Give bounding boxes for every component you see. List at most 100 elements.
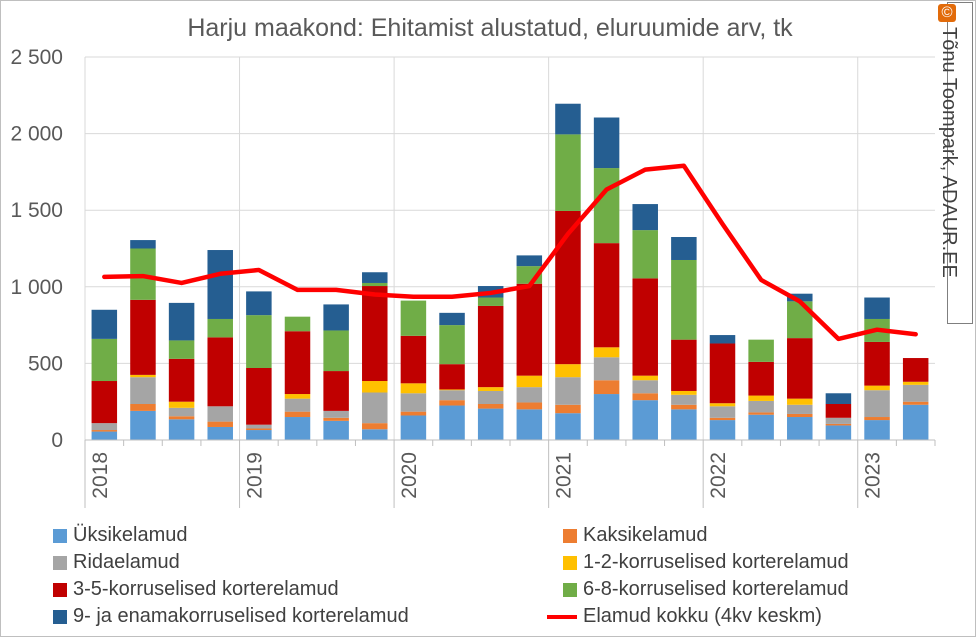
y-tick-label: 500 (28, 352, 63, 375)
bar-segment (671, 390, 697, 395)
legend-label: 1-2-korruselised korterelamud (583, 551, 849, 573)
bar-segment (168, 407, 195, 417)
bar-segment (671, 409, 697, 440)
bar-segment (748, 414, 774, 440)
bar-segment (284, 394, 311, 399)
bar-segment (671, 237, 697, 260)
bar-segment (864, 341, 890, 386)
bar-segment (362, 429, 388, 440)
y-tick-label: 0 (51, 429, 63, 452)
bar-segment (748, 339, 774, 362)
legend-label: Elamud kokku (4kv keskm) (583, 605, 822, 627)
bar-segment (671, 339, 697, 391)
bar-segment (439, 312, 465, 326)
bar-segment (787, 293, 813, 302)
bar-segment (207, 421, 233, 427)
bar-segment (902, 404, 929, 440)
bar-segment (439, 405, 465, 440)
legend-label: Kaksikelamud (583, 524, 708, 546)
bar-segment (323, 410, 349, 418)
bar-segment (632, 204, 658, 231)
bar-segment (748, 400, 774, 413)
bar-segment (825, 425, 852, 440)
bar-segment (246, 424, 272, 429)
bar-segment (168, 302, 195, 341)
legend-label: 3-5-korruselised korterelamud (73, 578, 339, 600)
bar-segment (400, 415, 427, 440)
legend-label: 6-8-korruselised korterelamud (583, 578, 849, 600)
bar-segment (439, 390, 465, 401)
bar-segment (91, 309, 118, 339)
bar-segment (207, 318, 233, 338)
bar-segment (91, 423, 118, 431)
bar-segment (555, 377, 581, 405)
bar-segment (516, 387, 543, 403)
bar-segment (864, 385, 890, 391)
bar-segment (709, 417, 736, 421)
bar-segment (632, 278, 658, 376)
bar-segment (130, 299, 156, 375)
bar-segment (555, 404, 581, 414)
bar-segment (709, 335, 736, 344)
bar-segment (709, 420, 736, 440)
x-tick-label: 2023 (862, 452, 885, 499)
bar-segment (477, 403, 504, 409)
bar-segment (516, 402, 543, 410)
bar-segment (516, 409, 543, 440)
bar-segment (825, 417, 852, 424)
bar-segment (400, 335, 427, 384)
bar-segment (555, 364, 581, 378)
bar-segment (439, 389, 465, 391)
x-tick-label: 2018 (89, 452, 112, 499)
bar-segment (671, 394, 697, 405)
bar-segment (130, 410, 156, 440)
bar-segment (787, 301, 813, 339)
bar-segment (516, 375, 543, 388)
bar-segment (323, 371, 349, 411)
bar-segment (593, 117, 620, 169)
bar-segment (400, 300, 427, 336)
bar-segment (246, 315, 272, 368)
bar-segment (400, 411, 427, 416)
bar-segment (207, 337, 233, 407)
bar-segment (555, 134, 581, 211)
bar-segment (323, 420, 349, 440)
legend-swatch (563, 583, 577, 597)
bar-segment (362, 282, 388, 287)
bar-segment (825, 403, 852, 418)
bar-segment (864, 417, 890, 421)
bar-segment (168, 419, 195, 440)
bar-segment (632, 380, 658, 394)
bar-segment (130, 403, 156, 411)
bar-segment (130, 374, 156, 378)
bar-segment (825, 393, 852, 404)
bar-segment (787, 404, 813, 414)
bar-segment (709, 343, 736, 404)
bar-segment (632, 375, 658, 381)
bar-segment (787, 417, 813, 440)
bar-segment (284, 316, 311, 332)
bar-segment (709, 406, 736, 418)
bar-segment (439, 400, 465, 406)
bar-segment (632, 400, 658, 440)
x-tick-label: 2020 (398, 452, 421, 499)
bar-segment (477, 387, 504, 391)
bar-segment (555, 103, 581, 135)
bar-segment (787, 413, 813, 418)
bar-segment (902, 401, 929, 405)
bar-segment (902, 384, 929, 402)
bar-segment (632, 393, 658, 401)
bar-segment (593, 380, 620, 395)
legend-swatch (563, 556, 577, 570)
bar-segment (323, 330, 349, 372)
legend-swatch (53, 529, 67, 543)
x-tick-label: 2021 (553, 452, 576, 499)
x-tick-label: 2019 (244, 452, 267, 499)
bar-segment (168, 340, 195, 359)
bar-segment (439, 325, 465, 365)
chart-title: Harju maakond: Ehitamist alustatud, elur… (187, 14, 793, 42)
bar-segment (400, 383, 427, 394)
copyright-box (947, 2, 973, 324)
bar-segment (91, 430, 118, 432)
